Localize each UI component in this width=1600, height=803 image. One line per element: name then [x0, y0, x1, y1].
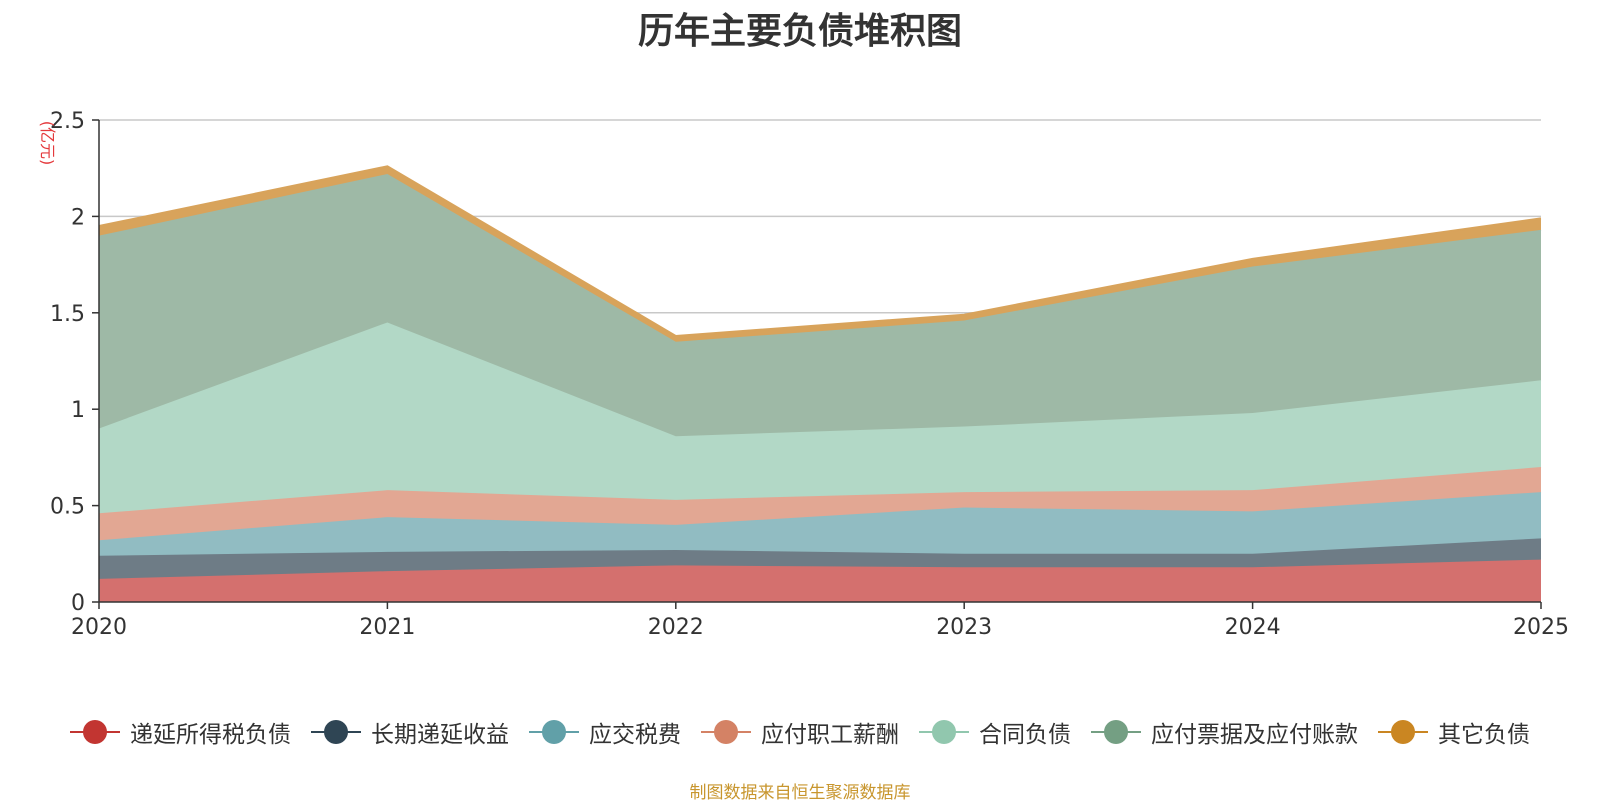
x-tick-label-0: 2020 [71, 615, 127, 640]
legend-item-6[interactable]: 其它负债 [1378, 715, 1530, 749]
y-axis-unit-label: (亿元) [38, 121, 57, 166]
area-layer [98, 165, 1542, 602]
axis-layer: 0 0.5 1 1.5 2 2.5 2020 2021 2022 2023 2024 2025 [50, 109, 1569, 640]
source-note: 制图数据来自恒生聚源数据库 [689, 783, 911, 803]
legend-item-5[interactable]: 应付票据及应付账款 [1091, 715, 1358, 749]
x-tick-label-2: 2022 [648, 615, 704, 640]
legend-item-3[interactable]: 应付职工薪酬 [701, 715, 899, 749]
legend-item-2[interactable]: 应交税费 [529, 715, 681, 749]
legend-item-0[interactable]: 递延所得税负债 [70, 715, 291, 749]
area-series-3 [99, 467, 1541, 541]
legend-marker-icon [701, 720, 751, 744]
legend: 递延所得税负债 长期递延收益 应交税费 应付职工薪酬 合同负债 应付票据及应付账款 其它负债 [0, 715, 1600, 749]
legend-item-4[interactable]: 合同负债 [919, 715, 1071, 749]
legend-marker-icon [919, 720, 969, 744]
x-tick-label-1: 2021 [359, 615, 415, 640]
legend-marker-icon [1378, 720, 1428, 744]
y-tick-label-3: 1.5 [50, 302, 85, 327]
area-series-2 [99, 492, 1541, 556]
legend-label: 应付职工薪酬 [761, 722, 899, 748]
legend-label: 递延所得税负债 [130, 722, 291, 748]
legend-marker-icon [529, 720, 579, 744]
line-series-6 [98, 165, 1542, 337]
legend-marker-icon [70, 720, 120, 744]
legend-marker-icon [311, 720, 361, 744]
chart-title: 历年主要负债堆积图 [637, 11, 962, 52]
x-tick-label-3: 2023 [936, 615, 992, 640]
y-tick-label-5: 2.5 [50, 109, 85, 134]
legend-item-1[interactable]: 长期递延收益 [311, 715, 509, 749]
x-tick-label-5: 2025 [1513, 615, 1569, 640]
legend-label: 合同负债 [979, 722, 1071, 748]
y-tick-label-0: 0 [71, 591, 85, 616]
y-tick-label-1: 0.5 [50, 495, 85, 520]
legend-marker-icon [1091, 720, 1141, 744]
area-series-5 [99, 173, 1541, 437]
legend-label: 其它负债 [1438, 722, 1530, 748]
y-tick-label-2: 1 [71, 398, 85, 423]
legend-label: 应交税费 [589, 722, 681, 748]
y-tick-label-4: 2 [71, 205, 85, 230]
area-series-4 [99, 322, 1541, 514]
area-series-6 [99, 166, 1541, 342]
legend-label: 长期递延收益 [371, 722, 509, 748]
x-tick-label-4: 2024 [1225, 615, 1281, 640]
area-series-1 [99, 538, 1541, 579]
legend-label: 应付票据及应付账款 [1151, 722, 1358, 748]
